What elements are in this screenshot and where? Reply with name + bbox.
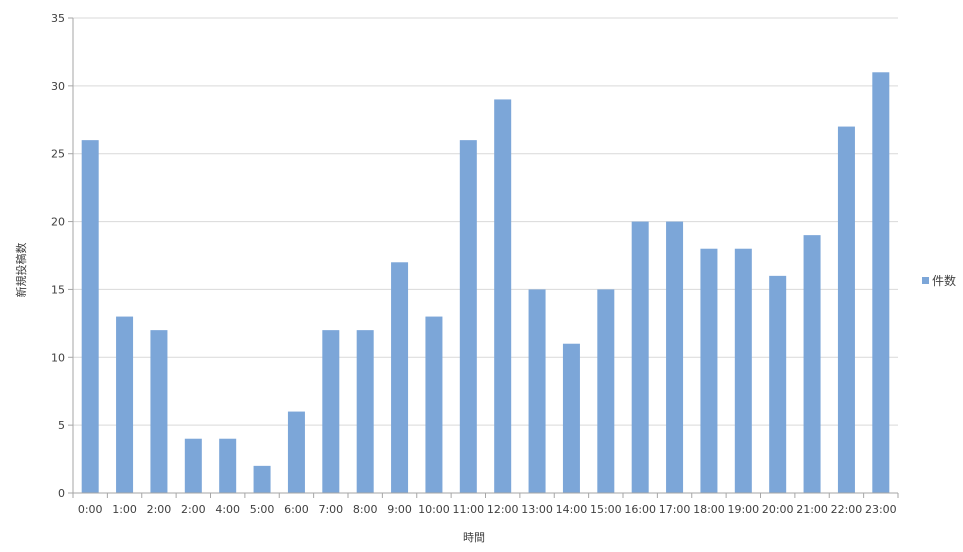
x-tick-label: 18:00 [693, 503, 725, 516]
legend-label: 件数 [932, 273, 956, 288]
bars [81, 72, 890, 494]
x-tick-label: 23:00 [865, 503, 897, 516]
bar [803, 235, 821, 493]
bar [562, 343, 580, 493]
x-tick-label: 1:00 [112, 503, 137, 516]
bar [837, 126, 855, 494]
x-tick-label: 2:00 [147, 503, 172, 516]
x-tick-label: 13:00 [521, 503, 553, 516]
y-tick-label: 35 [51, 12, 65, 25]
x-tick-label: 0:00 [78, 503, 103, 516]
y-tick-label: 5 [58, 419, 65, 432]
x-tick-label: 4:00 [215, 503, 240, 516]
bar [425, 316, 443, 493]
bar [528, 289, 546, 493]
bar [391, 262, 409, 493]
bar [459, 140, 477, 493]
x-tick-label: 10:00 [418, 503, 450, 516]
bar [184, 438, 202, 493]
x-tick-label: 22:00 [831, 503, 863, 516]
bar [287, 411, 305, 493]
y-tick-labels: 0 5 10 15 20 25 30 35 [51, 12, 65, 500]
x-tick-label: 11:00 [452, 503, 484, 516]
x-tick-label: 6:00 [284, 503, 309, 516]
bar [700, 248, 718, 493]
x-tick-label: 12:00 [487, 503, 519, 516]
x-tick-label: 9:00 [387, 503, 412, 516]
x-tick-label: 16:00 [624, 503, 656, 516]
x-tick-label: 2:00 [181, 503, 206, 516]
legend-swatch [922, 277, 929, 284]
gridlines [68, 17, 898, 494]
y-tick-label: 20 [51, 216, 65, 229]
bar [219, 438, 237, 493]
bar [116, 316, 134, 493]
y-tick-label: 30 [51, 80, 65, 93]
bar [631, 221, 649, 494]
x-tick-label: 21:00 [796, 503, 828, 516]
x-tick-label: 15:00 [590, 503, 622, 516]
x-tick-label: 5:00 [250, 503, 275, 516]
x-tick-label: 8:00 [353, 503, 378, 516]
x-tick-label: 19:00 [727, 503, 759, 516]
bar [769, 275, 787, 493]
bar [597, 289, 615, 493]
axes [72, 18, 899, 498]
bar [666, 221, 684, 494]
bar [356, 330, 374, 493]
x-tick-label: 20:00 [762, 503, 794, 516]
bar [322, 330, 340, 493]
x-tick-label: 7:00 [318, 503, 343, 516]
bar [81, 140, 99, 493]
y-tick-label: 10 [51, 351, 65, 364]
y-tick-label: 0 [58, 487, 65, 500]
bar [253, 465, 271, 493]
bar [734, 248, 752, 493]
bar [494, 99, 512, 493]
bar [872, 72, 890, 494]
y-tick-label: 25 [51, 148, 65, 161]
bar [150, 330, 168, 493]
y-tick-label: 15 [51, 283, 65, 296]
x-axis-title: 時間 [463, 531, 485, 544]
x-tick-label: 17:00 [659, 503, 691, 516]
y-axis-title: 新規投稿数 [14, 243, 28, 298]
x-tick-labels: 0:00 1:00 2:00 2:00 4:00 5:00 6:00 7:00 8:00 9:00… [78, 503, 897, 516]
legend: 件数 [922, 273, 956, 288]
x-tick-label: 14:00 [556, 503, 588, 516]
